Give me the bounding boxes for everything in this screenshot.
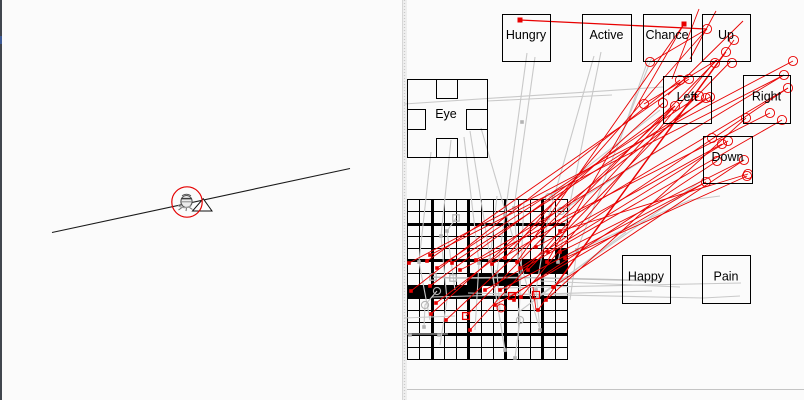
svg-text:Up: Up (718, 28, 734, 42)
svg-text:Eye: Eye (435, 107, 457, 121)
svg-text:Chance: Chance (645, 28, 688, 42)
svg-text:Hungry: Hungry (506, 28, 547, 42)
svg-text:Left: Left (677, 90, 698, 104)
svg-text:Right: Right (752, 90, 782, 104)
svg-text:Happy: Happy (628, 270, 665, 284)
svg-text:Active: Active (589, 28, 623, 42)
svg-text:Pain: Pain (713, 270, 738, 284)
svg-text:Down: Down (712, 150, 744, 164)
